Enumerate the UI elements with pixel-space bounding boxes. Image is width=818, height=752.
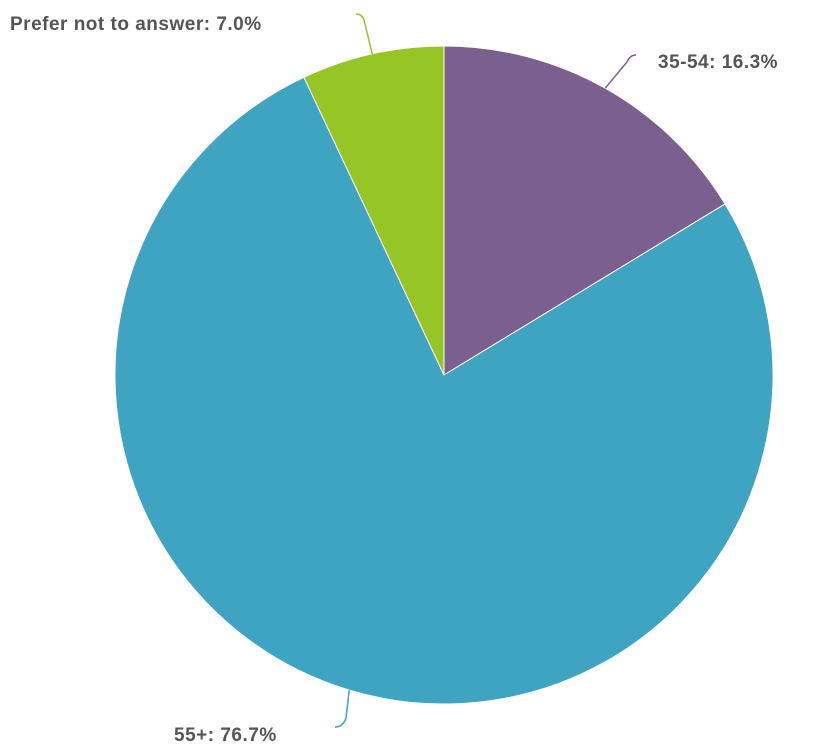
slice-label-55: 55+: 76.7% (174, 725, 277, 746)
pie-slices (114, 45, 774, 705)
pie-slice-55 (114, 76, 774, 705)
slice-label-prefer-not-to-answer: Prefer not to answer: 7.0% (10, 14, 262, 35)
pie-slice-35-54 (443, 45, 726, 376)
leader-lines (334, 13, 637, 728)
slice-labels: 35-54: 16.3% 55+: 76.7% Prefer not to answ… (10, 14, 778, 746)
pie-slice-prefer-not-to-answer (303, 45, 445, 376)
leader-line-prefer-not-to-answer (355, 13, 373, 55)
slice-label-35-54: 35-54: 16.3% (658, 52, 778, 73)
leader-line-35-54 (604, 54, 637, 89)
leader-line-55 (334, 689, 350, 728)
